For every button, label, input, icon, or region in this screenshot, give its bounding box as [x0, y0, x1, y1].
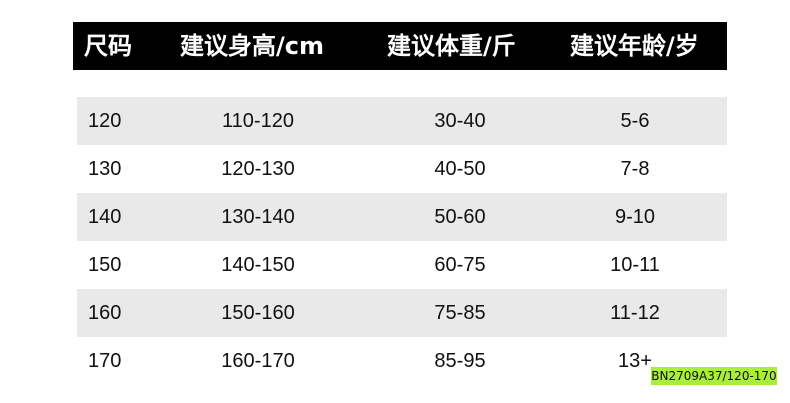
table-row: 130 120-130 40-50 7-8	[77, 145, 727, 193]
table-row: 120 110-120 30-40 5-6	[77, 97, 727, 145]
table-row: 140 130-140 50-60 9-10	[77, 193, 727, 241]
header-height: 建议身高/cm	[180, 32, 324, 60]
table-row: 170 160-170 85-95 13+	[77, 337, 727, 385]
header-size: 尺码	[84, 32, 132, 60]
size-cell: 120	[88, 110, 122, 132]
size-cell: 170	[88, 350, 122, 372]
size-cell: 150	[88, 254, 122, 276]
table-header: 尺码 建议身高/cm 建议体重/斤 建议年龄/岁	[73, 22, 727, 70]
size-cell: 160	[88, 302, 122, 324]
size-cell: 140	[88, 206, 122, 228]
size-cell: 130	[88, 158, 122, 180]
header-weight: 建议体重/斤	[387, 32, 516, 60]
header-age: 建议年龄/岁	[570, 32, 699, 60]
table-row: 160 150-160 75-85 11-12	[77, 289, 727, 337]
table-row: 150 140-150 60-75 10-11	[77, 241, 727, 289]
product-code-tag: BN2709A37/120-170	[651, 367, 777, 385]
